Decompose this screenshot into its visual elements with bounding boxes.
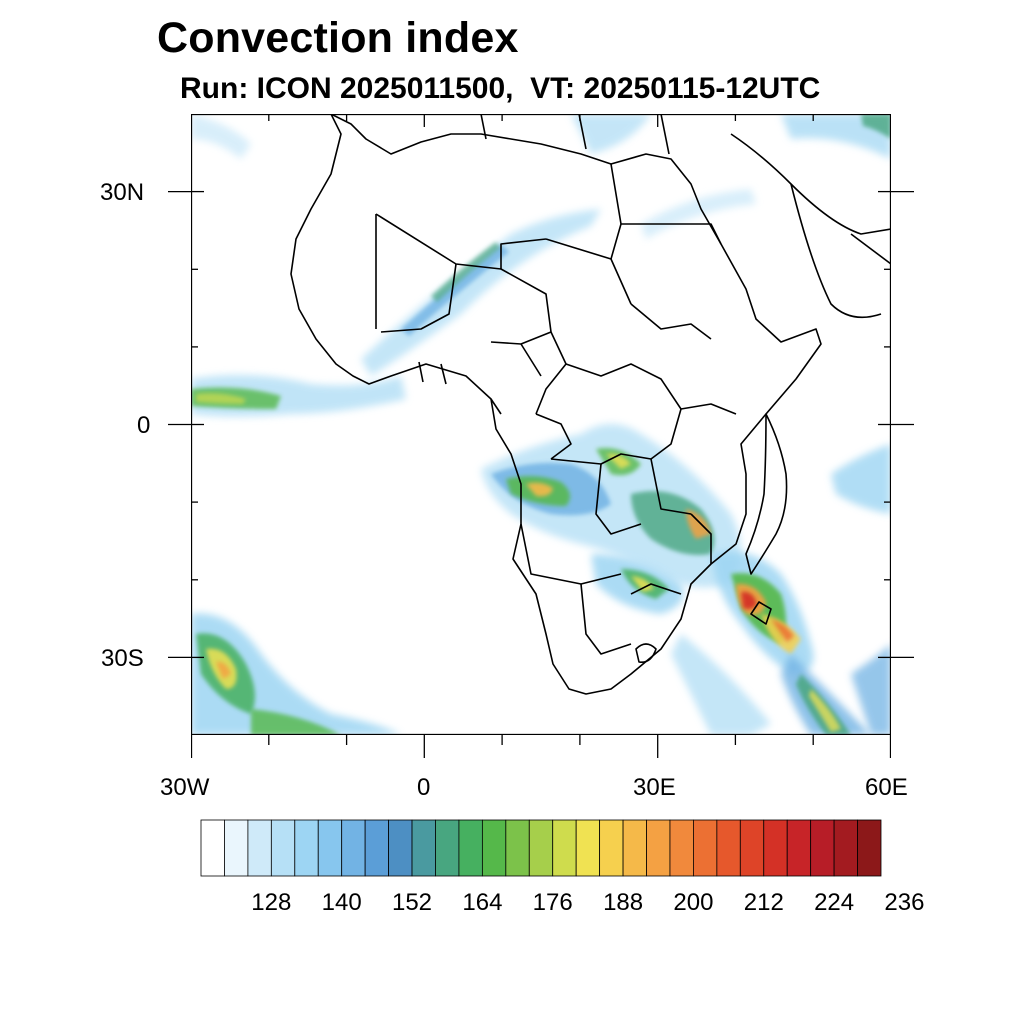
- colorbar-swatch: [200, 819, 225, 877]
- x-tick-label-60e: 60E: [865, 774, 908, 801]
- colorbar-swatch: [693, 819, 718, 877]
- coastlines-and-borders: [290, 113, 892, 695]
- colorbar-label: 212: [743, 889, 784, 916]
- colorbar-swatch: [669, 819, 694, 877]
- colorbar-swatch: [646, 819, 671, 877]
- colorbar-swatch: [786, 819, 812, 877]
- colorbar-swatch: [622, 819, 647, 877]
- colorbar-swatch: [833, 819, 858, 877]
- colorbar-swatch: [528, 819, 554, 877]
- map-svg: [190, 113, 892, 736]
- colorbar-swatch: [224, 819, 249, 877]
- colorbar-swatch: [810, 819, 835, 877]
- chart-subtitle: Run: ICON 2025011500, VT: 20250115-12UTC: [180, 72, 821, 105]
- colorbar-swatch: [458, 819, 483, 877]
- colorbar-label: 236: [884, 889, 925, 916]
- colorbar-swatch: [294, 819, 319, 877]
- colorbar-swatch: [411, 819, 436, 877]
- colorbar-label: 176: [532, 889, 573, 916]
- colorbar-label: 188: [603, 889, 644, 916]
- colorbar-swatch: [857, 819, 882, 877]
- colorbar-swatch: [505, 819, 530, 877]
- colorbar-swatch: [575, 819, 601, 877]
- colorbar-label: 128: [251, 889, 292, 916]
- colorbar-swatch: [247, 819, 272, 877]
- colorbar-swatch: [364, 819, 389, 877]
- colorbar-label: 224: [814, 889, 855, 916]
- colorbar-swatch: [763, 819, 788, 877]
- colorbar-swatch: [388, 819, 413, 877]
- colorbar-swatch: [435, 819, 460, 877]
- colorbar-swatch: [739, 819, 765, 877]
- map-panel: [168, 113, 914, 758]
- y-tick-label-0: 0: [137, 412, 151, 439]
- colorbar-swatch: [341, 819, 366, 877]
- x-tick-label-30e: 30E: [633, 774, 676, 801]
- colorbar-label: 140: [321, 889, 362, 916]
- y-tick-label-30n: 30N: [100, 179, 145, 206]
- colorbar-swatch: [270, 819, 296, 877]
- map-frame: [190, 113, 892, 736]
- colorbar-swatch: [599, 819, 624, 877]
- x-ticks: [191, 735, 891, 758]
- chart-title: Convection index: [157, 14, 519, 62]
- y-ticks-right: [891, 190, 914, 659]
- y-tick-label-30s: 30S: [101, 645, 144, 672]
- colorbar-swatch: [481, 819, 507, 877]
- colorbar-label: 152: [391, 889, 433, 916]
- colorbar-swatch: [552, 819, 577, 877]
- y-ticks-left: [168, 190, 191, 659]
- convection-field: [191, 114, 891, 735]
- x-tick-label-30w: 30W: [160, 774, 210, 801]
- colorbar-label: 200: [673, 889, 714, 916]
- x-tick-label-0: 0: [417, 774, 431, 801]
- colorbar: [200, 819, 882, 882]
- colorbar-label: 164: [462, 889, 503, 916]
- colorbar-swatch: [716, 819, 741, 877]
- colorbar-swatches: [200, 819, 882, 877]
- colorbar-swatch: [317, 819, 343, 877]
